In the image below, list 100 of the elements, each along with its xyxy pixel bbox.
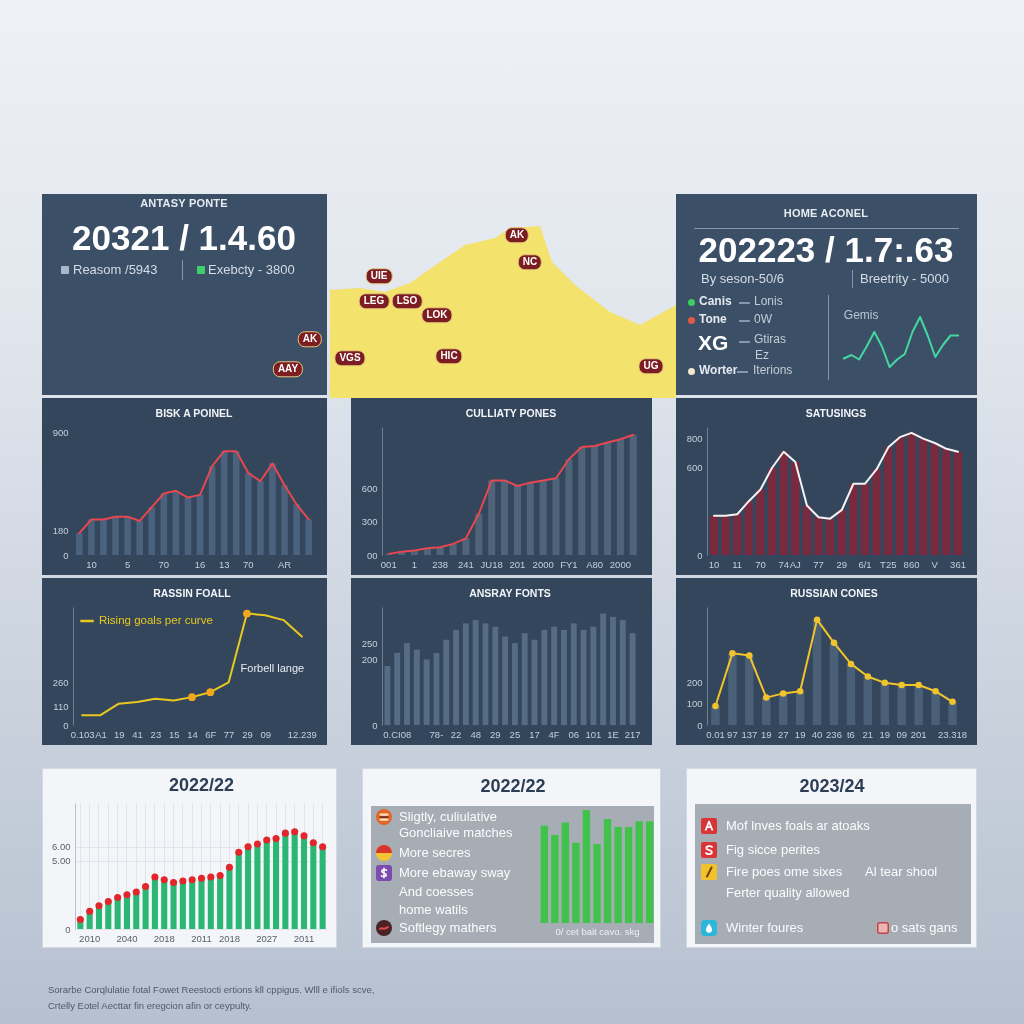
text: Ez [755, 348, 770, 363]
point [132, 888, 140, 896]
text: Iterions [753, 363, 793, 378]
text: Gtiras [754, 332, 787, 347]
bar [161, 879, 168, 929]
text: AK [297, 331, 323, 347]
point [847, 660, 855, 668]
text: Reasom /5943 [73, 261, 158, 278]
point [291, 828, 299, 836]
bar [263, 839, 270, 929]
chart-title: SATUSINGS [805, 406, 867, 419]
x-tick-label: 19 [113, 728, 125, 740]
x-tick-label: AJ [789, 558, 802, 570]
text: home watils [399, 901, 468, 918]
point [170, 878, 178, 886]
x-tick-label: 238 [432, 558, 449, 570]
point [188, 876, 196, 884]
y-tick-label: 0 [65, 923, 71, 935]
chart-title: 2022/22 [168, 775, 235, 795]
text: HIC [435, 348, 463, 364]
text: UG [638, 358, 664, 374]
point [281, 829, 289, 837]
bar [539, 480, 547, 555]
bar [404, 643, 410, 725]
x-tick-label: 101 [585, 728, 602, 740]
bar [616, 439, 624, 555]
point [263, 836, 271, 844]
y-tick-label: 110 [53, 701, 69, 713]
y-tick-label: 600 [686, 462, 703, 474]
x-tick-label: 70 [243, 558, 254, 570]
point [272, 835, 280, 843]
x-tick-label: 2011 [293, 932, 315, 944]
bar [593, 843, 601, 923]
y-tick-label: 0 [63, 549, 69, 561]
point [86, 907, 94, 915]
text: VGS [334, 350, 366, 366]
bar [513, 485, 521, 555]
text: Sorarbe Corqlulatie fotal Fowet Reestocti ertions kll cppigus. Wlll e ifiols scve, [48, 983, 375, 996]
point [712, 702, 719, 710]
bar [551, 626, 558, 725]
bar [629, 633, 636, 725]
bar [919, 438, 928, 555]
x-tick-label: 2018 [218, 932, 241, 944]
point [746, 652, 753, 659]
text: Al tear shool [865, 863, 938, 880]
text: And coesses [399, 883, 474, 900]
text: Ferter quality allowed [726, 884, 850, 901]
bar [235, 852, 242, 929]
bar [551, 834, 559, 923]
bar [198, 878, 205, 929]
bar [580, 629, 587, 725]
x-tick-label: AR [277, 558, 292, 570]
y-tick-label: 900 [52, 426, 69, 438]
annotation: Forbell lange [240, 662, 305, 675]
text: Mof lnves foals ar atoaks [726, 817, 870, 834]
point [243, 609, 251, 618]
text: Canis [699, 294, 732, 309]
bar [728, 653, 737, 725]
bar [860, 483, 870, 555]
chart-title: RASSIN FOALL [153, 586, 232, 599]
text: NC [517, 254, 543, 270]
bar [319, 846, 326, 929]
point [729, 650, 736, 657]
x-tick-label: 17 [529, 728, 540, 740]
text: 0W [754, 312, 772, 327]
text: HOME ACONEL [783, 206, 869, 220]
x-tick-label: 74 [778, 558, 789, 570]
point [319, 843, 327, 851]
chart-title: ANSRAY FONTS [469, 586, 551, 599]
bar [561, 822, 570, 923]
x-tick-label: 1E [607, 728, 619, 740]
text: Fig sicce perites [726, 841, 820, 858]
x-tick-label: 19 [794, 728, 806, 740]
bar [721, 515, 730, 555]
point [207, 873, 215, 881]
y-tick-label: 180 [52, 524, 69, 536]
bar [635, 821, 643, 923]
bar [872, 469, 881, 555]
text: XG [698, 330, 729, 356]
x-tick-label: 12.239 [287, 728, 317, 740]
x-tick-label: T25 [880, 558, 897, 570]
bar [184, 497, 192, 555]
point [160, 876, 168, 884]
bar [462, 623, 469, 725]
point [179, 877, 187, 885]
bar [645, 821, 654, 923]
bar [384, 666, 391, 725]
series-label: Gemis [843, 308, 879, 322]
y-tick-label: 800 [686, 433, 703, 445]
bar [849, 483, 858, 555]
x-tick-label: 0.CI08 [383, 728, 412, 740]
point [915, 681, 922, 689]
bar [170, 882, 177, 929]
bar [578, 447, 586, 555]
y-tick-label: 0 [63, 719, 69, 731]
bar [433, 652, 440, 725]
bar [124, 516, 131, 555]
x-tick-label: 0.103 [70, 728, 95, 740]
bar [619, 620, 626, 725]
x-tick-label: 21 [862, 728, 874, 740]
